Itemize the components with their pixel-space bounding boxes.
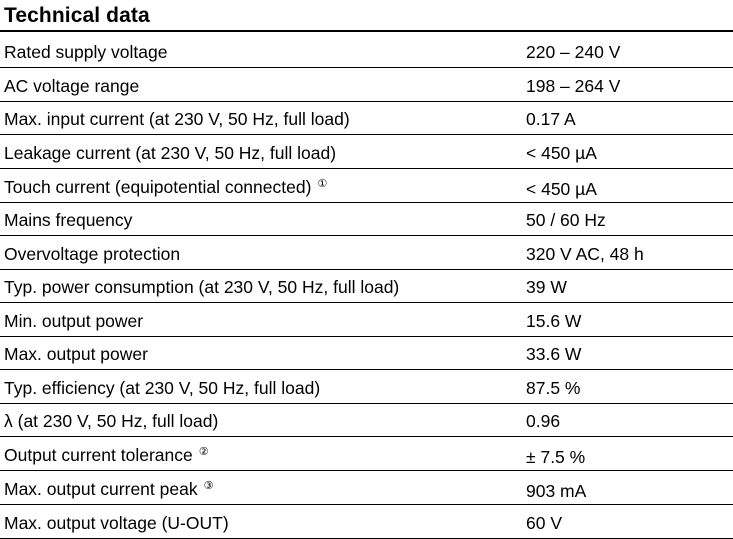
table-row: Max. output voltage (U-OUT) 60 V (0, 505, 733, 539)
row-label: Max. input current (at 230 V, 50 Hz, ful… (4, 109, 350, 129)
row-label: Mains frequency (4, 210, 133, 230)
row-label: Max. output current peak ③ (4, 479, 214, 499)
row-value: 50 / 60 Hz (526, 210, 606, 230)
row-value: 0.17 A (526, 109, 576, 129)
row-value: < 450 µA (526, 178, 597, 199)
row-label: Typ. efficiency (at 230 V, 50 Hz, full l… (4, 377, 321, 398)
table-row: Leakage current (at 230 V, 50 Hz, full l… (0, 135, 733, 169)
row-label: Max. output power (4, 344, 148, 364)
row-value: ± 7.5 % (526, 447, 586, 467)
row-label: Overvoltage protection (4, 243, 181, 264)
row-label: Leakage current (at 230 V, 50 Hz, full l… (4, 142, 337, 163)
row-label: AC voltage range (4, 75, 140, 96)
title-divider (0, 30, 733, 32)
footnote-marker: ② (198, 446, 209, 458)
table-row: Typ. efficiency (at 230 V, 50 Hz, full l… (0, 370, 733, 404)
table-row: Output current tolerance ② ± 7.5 % (0, 437, 733, 471)
row-value: 33.6 W (526, 344, 582, 364)
table-row: Mains frequency 50 / 60 Hz (0, 203, 733, 236)
row-label: Max. output voltage (U-OUT) (4, 512, 229, 533)
section-title: Technical data (4, 4, 150, 27)
technical-data-table: Rated supply voltage 220 – 240 V AC volt… (0, 34, 733, 539)
row-value: 220 – 240 V (526, 42, 621, 62)
table-row: Max. output power 33.6 W (0, 337, 733, 370)
footnote-marker: ① (317, 177, 328, 190)
table-row: Typ. power consumption (at 230 V, 50 Hz,… (0, 270, 733, 303)
row-value: 15.6 W (526, 310, 582, 331)
row-value: 87.5 % (526, 377, 581, 398)
row-label: Typ. power consumption (at 230 V, 50 Hz,… (4, 277, 400, 297)
row-value: 39 W (526, 277, 567, 297)
row-value: 0.96 (526, 411, 561, 431)
row-label: Output current tolerance ② (4, 445, 209, 465)
row-label: Touch current (equipotential connected) ① (4, 176, 328, 197)
table-row: λ (at 230 V, 50 Hz, full load) 0.96 (0, 404, 733, 437)
row-label: Rated supply voltage (4, 42, 168, 62)
table-row: Touch current (equipotential connected) ①… (0, 169, 733, 203)
table-row: Max. input current (at 230 V, 50 Hz, ful… (0, 102, 733, 135)
row-value: 320 V AC, 48 h (526, 243, 644, 264)
row-value: 198 – 264 V (526, 75, 621, 96)
table-row: Rated supply voltage 220 – 240 V (0, 34, 733, 68)
row-value: 903 mA (526, 481, 587, 501)
table-row: AC voltage range 198 – 264 V (0, 68, 733, 102)
table-row: Overvoltage protection 320 V AC, 48 h (0, 236, 733, 270)
row-value: 60 V (526, 512, 562, 533)
footnote-marker: ③ (203, 480, 214, 492)
row-label: Min. output power (4, 310, 144, 331)
row-label: λ (at 230 V, 50 Hz, full load) (4, 411, 219, 431)
table-row: Min. output power 15.6 W (0, 303, 733, 337)
table-row: Max. output current peak ③ 903 mA (0, 471, 733, 505)
row-value: < 450 µA (526, 142, 597, 163)
